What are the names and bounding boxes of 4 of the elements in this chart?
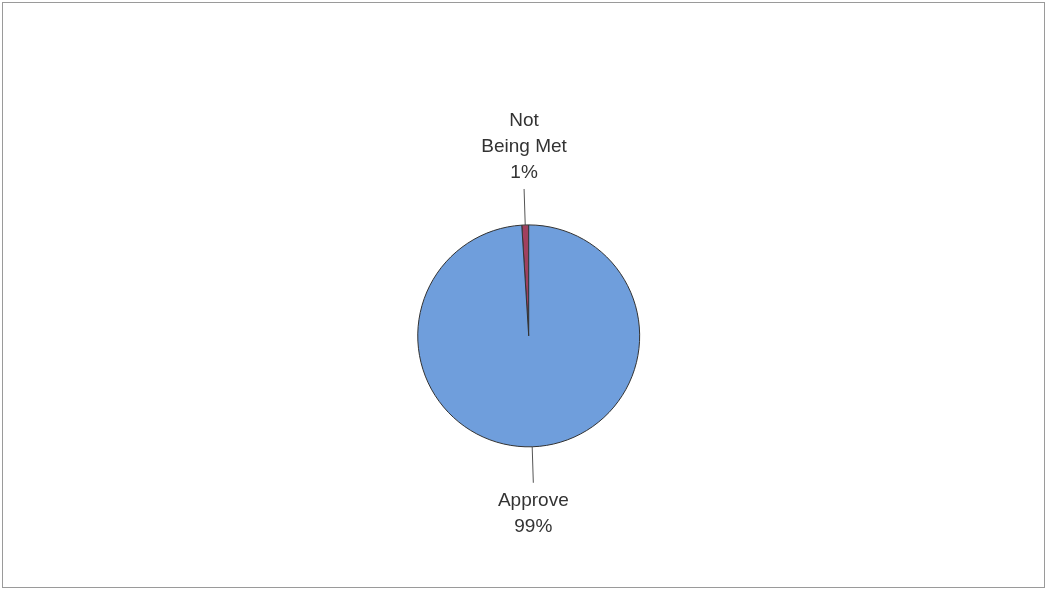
slice-label: Not Being Met [481,109,568,157]
data-label: 1% [510,161,538,183]
slice-label: Approve [497,489,569,511]
data-label: 99% [514,515,553,537]
